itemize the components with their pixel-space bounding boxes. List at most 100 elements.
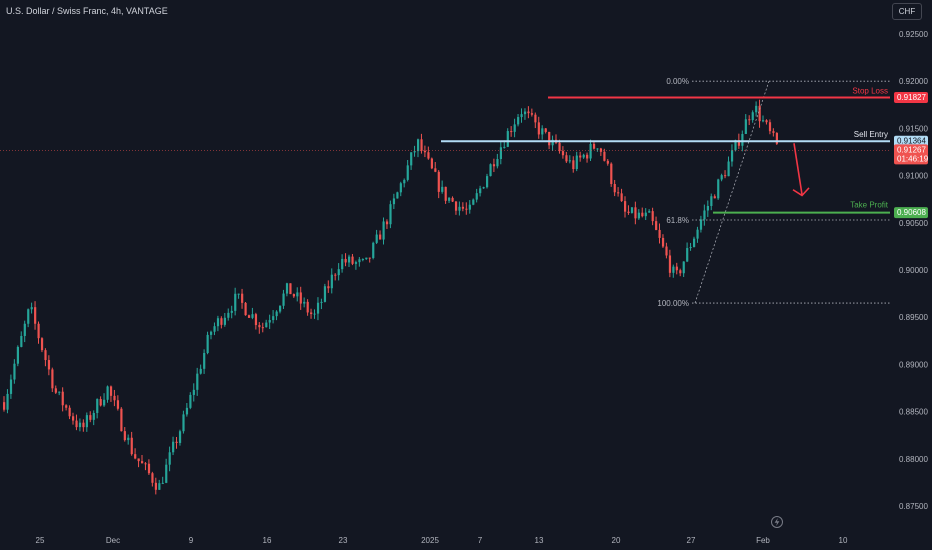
candle-body — [413, 151, 416, 153]
candle-body — [658, 229, 661, 238]
candle-body — [741, 133, 744, 146]
candle-body — [272, 316, 275, 321]
candle-body — [679, 270, 682, 274]
candle-body — [65, 405, 68, 408]
candle-body — [172, 441, 175, 453]
candle-body — [40, 338, 44, 351]
time-axis[interactable]: 25 Dec 9 16 23 2025 7 13 20 27 Feb 10 — [36, 536, 848, 545]
candle-body — [744, 119, 747, 134]
candle-body — [589, 143, 592, 159]
symbol-title[interactable]: U.S. Dollar / Swiss Franc, 4h, VANTAGE — [6, 6, 168, 16]
candle-body — [116, 400, 120, 409]
candle-body — [417, 139, 420, 152]
candle-body — [68, 407, 71, 417]
candle-body — [261, 327, 264, 329]
candle-body — [127, 437, 130, 441]
candle-body — [78, 422, 82, 428]
time-axis-tick-label: 20 — [612, 536, 621, 545]
candle-body — [496, 159, 499, 167]
candle-body — [351, 256, 354, 264]
candle-body — [344, 258, 347, 263]
candle-body — [665, 246, 668, 256]
candle-body — [358, 259, 361, 263]
candle-body — [730, 150, 734, 162]
price-axis-tick-label: 0.87500 — [899, 502, 928, 511]
candle-body — [551, 139, 554, 146]
candle-body — [237, 293, 240, 295]
candle-body — [499, 147, 502, 160]
currency-button[interactable]: CHF — [892, 3, 922, 20]
candle-body — [423, 150, 427, 153]
candle-body — [506, 131, 509, 147]
candle-body — [472, 199, 475, 205]
candle-body — [558, 142, 561, 152]
candle-body — [541, 128, 544, 135]
candle-body — [316, 302, 320, 314]
candle-body — [661, 237, 665, 247]
candle-body — [768, 122, 772, 132]
candle-body — [696, 229, 699, 239]
candle-body — [727, 161, 730, 177]
time-axis-tick-label: 9 — [189, 536, 194, 545]
time-axis-tick-label: 23 — [339, 536, 348, 545]
price-axis-tick-label: 0.89500 — [899, 313, 928, 322]
candle-body — [717, 179, 720, 199]
candle-body — [465, 208, 468, 210]
take-profit-price-tag-bg — [894, 207, 928, 219]
candle-body — [144, 463, 147, 465]
candle-body — [92, 412, 95, 420]
candle-body — [151, 473, 154, 483]
candle-body — [420, 139, 423, 151]
candle-body — [503, 146, 506, 148]
candle-body — [296, 292, 299, 297]
candle-body — [651, 211, 654, 222]
candle-body — [58, 391, 61, 393]
price-axis-tick-label: 0.90000 — [899, 266, 928, 275]
candle-body — [575, 155, 578, 170]
current-price-tag-bg — [894, 144, 928, 165]
candle-body — [196, 373, 199, 390]
candle-body — [486, 176, 489, 188]
flash-icon[interactable] — [771, 516, 783, 528]
candle-body — [82, 422, 85, 428]
candle-body — [399, 183, 402, 193]
candle-body — [337, 269, 340, 276]
candle-body — [682, 261, 685, 274]
candle-body — [523, 111, 527, 115]
candle-body — [23, 323, 26, 336]
candle-body — [227, 312, 230, 318]
sell-entry-label: Sell Entry — [854, 130, 888, 139]
candle-body — [389, 204, 392, 225]
candle-body — [699, 219, 703, 230]
candle-body — [230, 310, 233, 313]
candle-body — [258, 325, 261, 328]
candle-body — [582, 154, 585, 158]
candle-body — [37, 323, 40, 339]
stop-loss-label: Stop Loss — [852, 87, 888, 96]
candle-body — [303, 301, 306, 304]
candle-body — [758, 105, 761, 122]
candle-body — [385, 221, 389, 225]
candle-body — [603, 151, 606, 161]
time-axis-tick-label: 2025 — [421, 536, 439, 545]
candle-body — [489, 164, 492, 177]
stop-loss-price-tag-bg — [894, 92, 928, 104]
candle-body — [513, 124, 516, 132]
candle-body — [427, 152, 430, 159]
price-axis-tick-label: 0.92500 — [899, 30, 928, 39]
price-axis[interactable]: 0.92500 0.92000 0.91500 0.91000 0.90500 0.900… — [899, 30, 928, 511]
candle-body — [223, 317, 226, 325]
candle-body — [565, 155, 568, 162]
time-axis-tick-label: Feb — [756, 536, 770, 545]
candle-body — [703, 210, 706, 220]
candle-body — [537, 122, 540, 135]
candle-body — [299, 292, 302, 304]
candle-body — [292, 294, 295, 297]
candle-body — [568, 160, 571, 162]
candle-body — [134, 454, 137, 459]
candle-body — [772, 131, 775, 133]
candle-body — [182, 414, 185, 432]
